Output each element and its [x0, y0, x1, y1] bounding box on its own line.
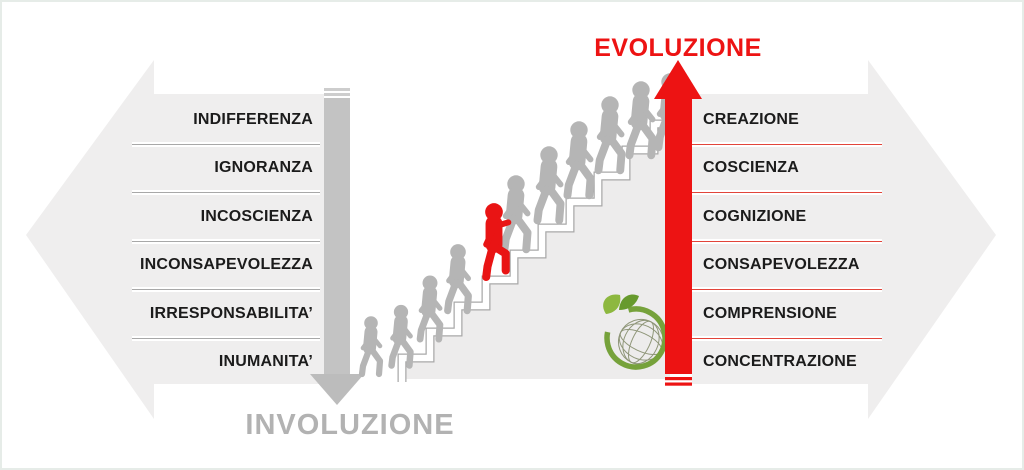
evolution-item-coscienza: COSCIENZA	[703, 159, 800, 177]
involution-title: INVOLUZIONE	[245, 409, 455, 441]
involution-item-irresponsabilita: IRRESPONSABILITA’	[149, 304, 313, 322]
down-arrow-head	[310, 374, 364, 405]
row-separator	[132, 287, 320, 292]
involution-item-ignoranza: IGNORANZA	[214, 159, 313, 177]
gray-climber-figure	[537, 146, 560, 220]
evolution-item-cognizione: COGNIZIONE	[703, 207, 807, 225]
row-separator	[132, 238, 320, 244]
leaf-icon	[603, 294, 621, 314]
involution-label-list: INDIFFERENZA IGNORANZA INCOSCIENZA INCON…	[132, 98, 320, 384]
globe-swoosh	[604, 306, 668, 370]
down-arrow-tail-stripe	[324, 93, 350, 96]
down-arrow-stem	[324, 98, 350, 374]
evolution-item-consapevolezza: CONSAPEVOLEZZA	[703, 256, 860, 274]
up-arrow-tail-stripe	[665, 377, 692, 381]
up-arrow-head	[654, 60, 702, 99]
gray-climber-figure	[567, 121, 590, 195]
involution-item-inumanita: INUMANITA’	[218, 353, 313, 371]
gray-climber-figure	[504, 175, 527, 249]
leaf-icon	[619, 294, 639, 310]
gray-climber-figure	[629, 81, 652, 155]
involution-item-indifferenza: INDIFFERENZA	[193, 110, 313, 128]
involution-item-inconsapevolezza: INCONSAPEVOLEZZA	[140, 256, 313, 274]
involution-item-incoscienza: INCOSCIENZA	[200, 207, 313, 225]
evolution-item-comprensione: COMPRENSIONE	[703, 304, 837, 322]
gray-climber-figure	[448, 244, 469, 310]
down-arrow-tail-stripe	[324, 88, 350, 91]
gray-climber-figure	[362, 316, 380, 374]
globe-leaf-logo	[603, 294, 668, 370]
staircase	[397, 119, 670, 382]
row-separator	[692, 238, 882, 244]
evolution-up-arrow	[654, 60, 702, 386]
row-separator	[692, 190, 882, 195]
evolution-label-list: CREAZIONE COSCIENZA COGNIZIONE CONSAPEVO…	[692, 98, 882, 384]
row-separator	[132, 190, 320, 195]
row-separator	[132, 141, 320, 147]
up-arrow-stem	[665, 97, 692, 374]
up-arrow-tail-stripe	[665, 382, 692, 386]
staircase-underfill	[402, 124, 670, 379]
row-separator	[692, 141, 882, 147]
row-separator	[132, 335, 320, 341]
involution-down-arrow	[310, 88, 364, 405]
red-climber-figure	[482, 203, 512, 282]
row-separator	[692, 287, 882, 292]
evolution-item-creazione: CREAZIONE	[703, 110, 800, 128]
row-separator	[692, 335, 882, 341]
evolution-title: EVOLUZIONE	[594, 34, 762, 62]
evolution-item-concentrazione: CONCENTRAZIONE	[703, 353, 857, 371]
gray-climber-figure	[598, 96, 621, 170]
